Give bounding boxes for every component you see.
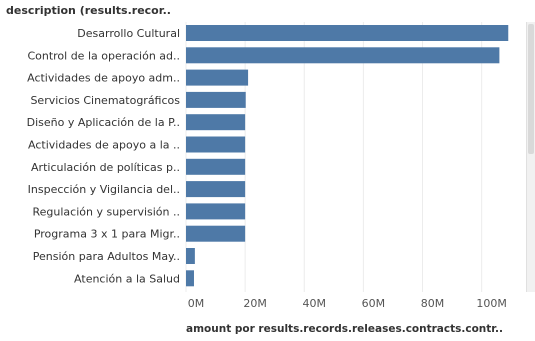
category-label: Regulación y supervisión .. [33,205,181,218]
bar[interactable] [186,248,195,264]
bar[interactable] [186,181,246,198]
bar[interactable] [186,25,509,41]
x-tick-label: 40M [303,297,327,310]
x-tick-label: 0M [188,297,205,310]
category-label: Articulación de políticas p.. [31,161,180,174]
bar[interactable] [186,114,246,131]
bar[interactable] [186,47,500,64]
x-tick-label: 80M [421,297,445,310]
vertical-scrollbar[interactable] [526,22,535,292]
category-label: Actividades de apoyo a la .. [28,139,180,152]
category-label: Inspección y Vigilancia del.. [28,183,180,196]
category-label: Diseño y Aplicación de la P.. [27,116,180,129]
row-header: description (results.recor.. [6,4,171,17]
category-label: Programa 3 x 1 para Migr.. [34,228,180,241]
category-label: Servicios Cinematográficos [30,94,180,107]
bar[interactable] [186,136,246,153]
x-axis-title: amount por results.records.releases.cont… [186,323,503,335]
x-tick-label: 60M [362,297,386,310]
bar[interactable] [186,91,246,108]
scrollbar-thumb[interactable] [528,24,534,154]
bar[interactable] [186,270,194,287]
category-label: Control de la operación ad.. [27,49,180,62]
bar[interactable] [186,158,246,175]
x-tick-label: 100M [476,297,507,310]
x-tick-label: 20M [243,297,267,310]
bar[interactable] [186,69,249,86]
bar[interactable] [186,225,246,242]
category-label: Atención a la Salud [74,272,180,285]
bar[interactable] [186,203,246,220]
category-label: Desarrollo Cultural [77,27,180,40]
category-label: Pensión para Adultos May.. [33,250,180,263]
category-label: Actividades de apoyo adm.. [27,72,180,85]
